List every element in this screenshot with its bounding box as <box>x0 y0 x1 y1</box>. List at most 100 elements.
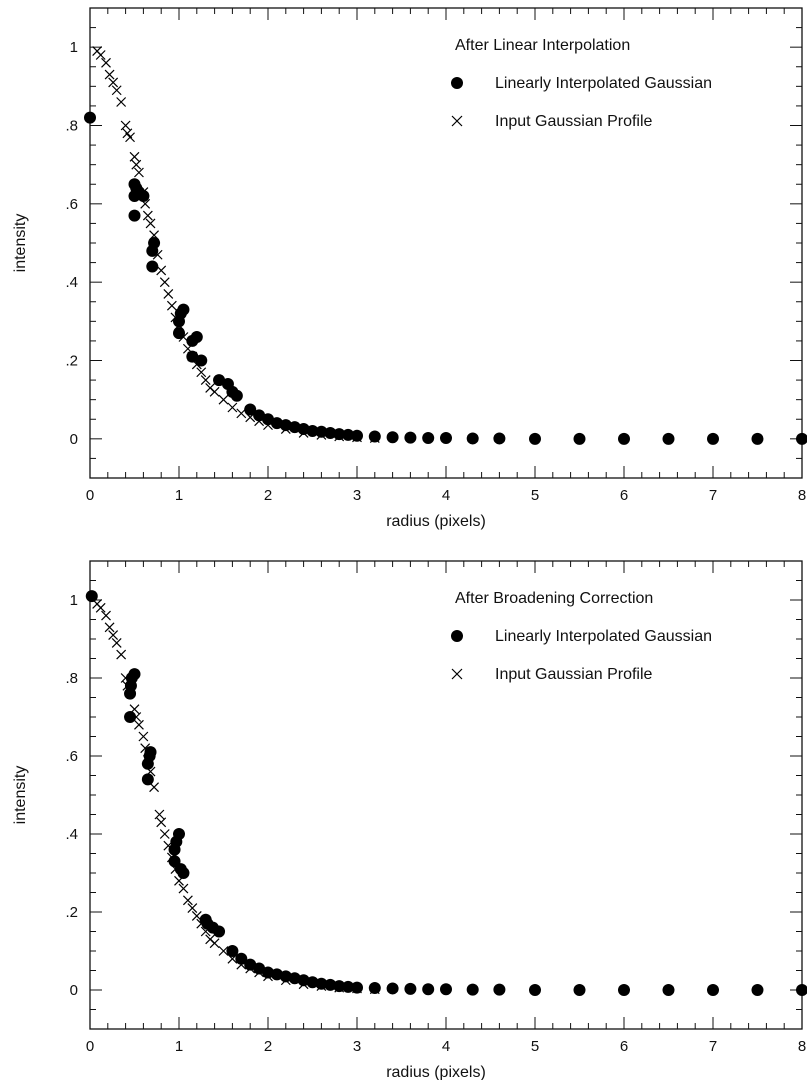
data-point-circle <box>440 983 452 996</box>
data-point-circle <box>324 426 337 439</box>
data-point-cross <box>134 167 144 178</box>
data-point-cross <box>254 416 265 427</box>
x-tick-label: 8 <box>798 487 806 504</box>
data-point-cross <box>263 971 273 982</box>
data-point-cross <box>187 351 198 362</box>
y-tick-label: 0 <box>70 982 78 999</box>
data-point-cross <box>170 312 181 323</box>
data-point-circle <box>137 190 150 202</box>
data-point-cross <box>156 265 167 276</box>
data-point-circle <box>493 983 506 996</box>
data-point-cross <box>163 288 174 299</box>
data-point-circle <box>324 978 337 991</box>
y-axis-label: intensity <box>12 766 29 825</box>
data-point-cross <box>111 637 122 648</box>
data-point-cross <box>187 903 198 914</box>
data-point-circle <box>796 984 807 996</box>
x-tick-label: 8 <box>798 1038 806 1055</box>
data-point-cross <box>369 433 380 443</box>
y-tick-label: .2 <box>65 353 78 370</box>
data-point-circle <box>707 432 719 445</box>
legend-label: Input Gaussian Profile <box>495 113 653 130</box>
data-point-circle <box>226 945 239 957</box>
x-tick-label: 3 <box>353 1038 361 1055</box>
data-point-cross <box>280 424 291 434</box>
data-point-cross <box>236 959 247 970</box>
chart-panel-1: 0 1 2 3 4 5 6 7 8 0 .2 .4 .6 .8 1 radius (pixels) intens… <box>12 7 807 530</box>
data-point-cross <box>138 187 149 198</box>
data-point-cross <box>334 431 345 442</box>
data-point-cross <box>104 69 115 80</box>
data-point-circle <box>244 403 257 416</box>
data-point-cross <box>170 864 181 875</box>
data-point-circle <box>177 867 190 879</box>
data-point-cross <box>182 895 193 906</box>
data-point-circle <box>315 425 328 438</box>
y-tick-label: .6 <box>65 196 78 213</box>
data-point-circle <box>306 976 319 989</box>
y-tick-label: .6 <box>65 748 78 765</box>
data-point-cross <box>209 386 220 397</box>
legend-marker-circle <box>451 77 463 89</box>
data-point-circle <box>146 260 159 273</box>
data-point-circle <box>493 432 506 445</box>
data-point-cross <box>280 975 291 986</box>
data-point-cross <box>125 132 135 143</box>
data-point-cross <box>178 332 189 342</box>
data-point-circle <box>306 425 319 437</box>
data-point-circle <box>342 428 355 441</box>
y-tick-label: .8 <box>65 670 78 687</box>
data-point-circle <box>173 828 185 840</box>
data-point-circle <box>573 432 586 445</box>
data-point-cross <box>104 622 115 633</box>
data-point-cross <box>95 50 106 60</box>
data-point-cross <box>218 946 229 956</box>
data-point-cross <box>200 926 211 937</box>
data-point-circle <box>618 432 630 445</box>
x-tick-label: 7 <box>709 1038 717 1055</box>
data-point-cross <box>131 712 142 722</box>
data-point-circle <box>342 980 355 993</box>
legend-marker-cross <box>451 668 463 680</box>
x-tick-label: 5 <box>531 1038 539 1055</box>
x-tick-label: 4 <box>442 487 450 504</box>
data-point-cross <box>101 610 111 621</box>
x-tick-label: 1 <box>175 1038 183 1055</box>
data-point-cross <box>178 883 189 894</box>
series-2 <box>92 46 380 443</box>
data-point-cross <box>129 151 140 162</box>
y-tick-label: .2 <box>65 904 78 921</box>
data-point-cross <box>149 230 160 241</box>
data-point-cross <box>154 809 165 820</box>
legend-marker-cross <box>451 115 463 127</box>
series-2 <box>92 598 380 995</box>
x-tick-label: 3 <box>353 487 361 504</box>
data-point-circle <box>751 984 764 996</box>
data-point-circle <box>128 209 141 222</box>
legend-marker-circle <box>451 630 463 642</box>
data-point-cross <box>149 782 160 793</box>
series-1 <box>85 590 807 996</box>
legend-label: Input Gaussian Profile <box>495 666 653 683</box>
data-point-circle <box>440 432 452 445</box>
data-point-cross <box>245 412 256 423</box>
data-point-circle <box>128 668 141 681</box>
data-point-cross <box>263 420 273 431</box>
data-point-circle <box>386 431 399 444</box>
data-point-circle <box>662 432 675 445</box>
x-tick-label: 4 <box>442 1038 450 1055</box>
data-point-cross <box>196 367 207 378</box>
data-point-cross <box>191 359 202 370</box>
data-point-circle <box>351 429 363 442</box>
data-point-circle <box>404 431 417 444</box>
x-tick-label: 1 <box>175 487 183 504</box>
data-point-cross <box>159 829 170 839</box>
data-point-cross <box>174 320 184 331</box>
data-point-cross <box>131 159 142 170</box>
data-point-circle <box>141 773 154 786</box>
data-point-cross <box>108 77 119 88</box>
data-point-cross <box>134 719 144 730</box>
data-point-circle <box>333 980 346 993</box>
x-axis-label: radius (pixels) <box>386 1064 486 1080</box>
series-1 <box>84 111 807 445</box>
